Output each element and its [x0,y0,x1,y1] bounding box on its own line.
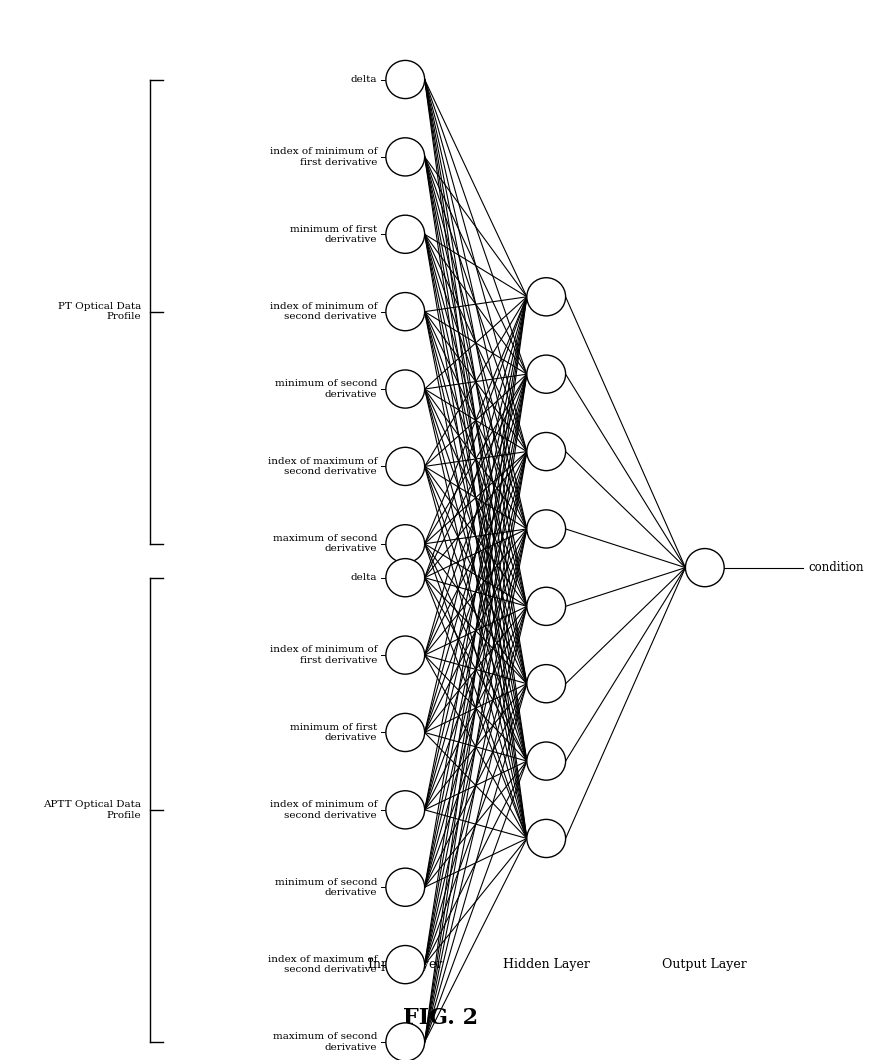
Text: condition: condition [808,561,863,575]
Ellipse shape [527,742,566,780]
Ellipse shape [386,447,425,485]
Text: maximum of second
derivative: maximum of second derivative [272,1032,377,1052]
Text: APTT Optical Data
Profile: APTT Optical Data Profile [43,800,141,819]
Text: FIG. 2: FIG. 2 [403,1007,478,1028]
Ellipse shape [685,549,724,587]
Ellipse shape [386,1023,425,1060]
Text: index of maximum of
second derivative: index of maximum of second derivative [268,955,377,974]
Text: index of minimum of
second derivative: index of minimum of second derivative [270,302,377,321]
Text: minimum of second
derivative: minimum of second derivative [275,878,377,897]
Text: index of minimum of
first derivative: index of minimum of first derivative [270,147,377,166]
Ellipse shape [386,370,425,408]
Text: Output Layer: Output Layer [663,958,747,971]
Ellipse shape [386,946,425,984]
Text: delta: delta [351,573,377,582]
Text: Input Layer: Input Layer [368,958,442,971]
Ellipse shape [386,791,425,829]
Ellipse shape [527,510,566,548]
Ellipse shape [386,868,425,906]
Ellipse shape [527,355,566,393]
Text: index of maximum of
second derivative: index of maximum of second derivative [268,457,377,476]
Ellipse shape [386,215,425,253]
Text: minimum of first
derivative: minimum of first derivative [290,225,377,244]
Ellipse shape [386,525,425,563]
Text: delta: delta [351,75,377,84]
Text: index of minimum of
first derivative: index of minimum of first derivative [270,646,377,665]
Ellipse shape [527,432,566,471]
Ellipse shape [386,293,425,331]
Ellipse shape [527,665,566,703]
Text: minimum of first
derivative: minimum of first derivative [290,723,377,742]
Ellipse shape [527,278,566,316]
Ellipse shape [527,819,566,858]
Text: PT Optical Data
Profile: PT Optical Data Profile [58,302,141,321]
Text: Hidden Layer: Hidden Layer [503,958,589,971]
Text: minimum of second
derivative: minimum of second derivative [275,379,377,399]
Ellipse shape [386,138,425,176]
Ellipse shape [386,559,425,597]
Ellipse shape [386,636,425,674]
Ellipse shape [527,587,566,625]
Ellipse shape [386,60,425,99]
Text: index of minimum of
second derivative: index of minimum of second derivative [270,800,377,819]
Text: maximum of second
derivative: maximum of second derivative [272,534,377,553]
Ellipse shape [386,713,425,752]
